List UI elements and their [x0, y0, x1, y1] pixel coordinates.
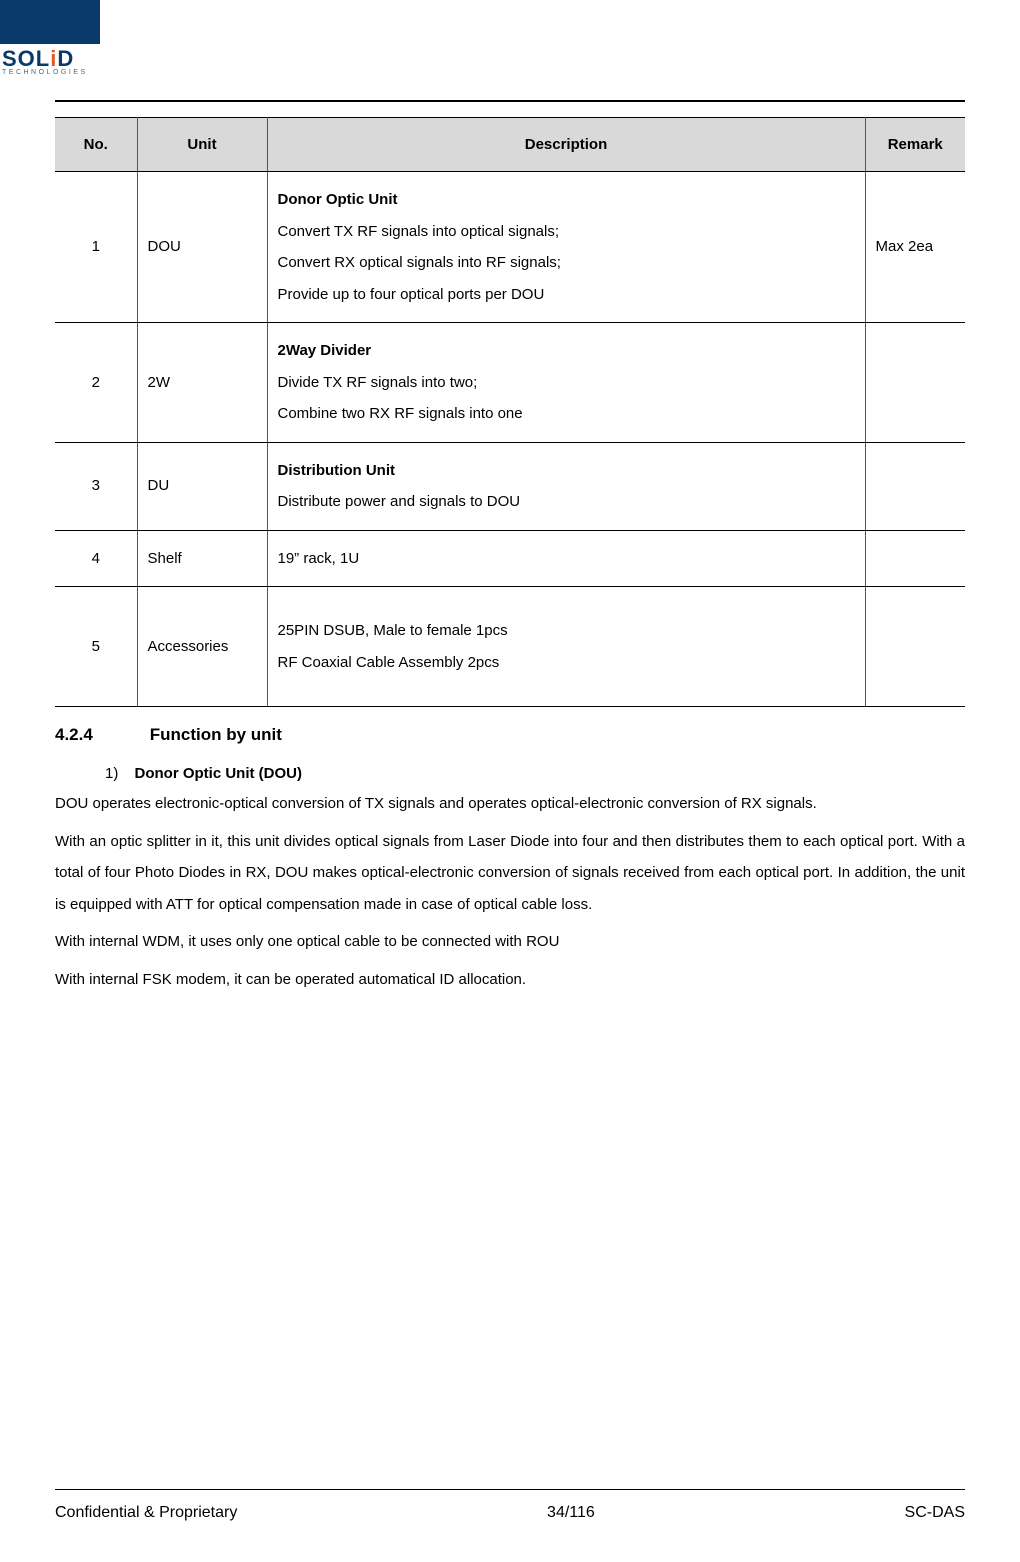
- table-row: 5Accessories25PIN DSUB, Male to female 1…: [55, 587, 965, 707]
- cell-description: Donor Optic UnitConvert TX RF signals in…: [267, 172, 865, 323]
- cell-remark: [865, 323, 965, 443]
- table-row: 4Shelf19” rack, 1U: [55, 530, 965, 587]
- footer-center: 34/116: [547, 1504, 595, 1522]
- col-header-no: No.: [55, 118, 137, 172]
- footer-rule: [55, 1489, 965, 1490]
- cell-description: Distribution UnitDistribute power and si…: [267, 442, 865, 530]
- cell-description: 2Way DividerDivide TX RF signals into tw…: [267, 323, 865, 443]
- cell-unit: Shelf: [137, 530, 267, 587]
- subitem-label: Donor Optic Unit (DOU): [135, 765, 302, 782]
- section-number: 4.2.4: [55, 725, 145, 745]
- cell-description: 19” rack, 1U: [267, 530, 865, 587]
- col-header-remark: Remark: [865, 118, 965, 172]
- cell-description: 25PIN DSUB, Male to female 1pcsRF Coaxia…: [267, 587, 865, 707]
- cell-no: 2: [55, 323, 137, 443]
- paragraph-2: With an optic splitter in it, this unit …: [55, 826, 965, 921]
- page-footer: Confidential & Proprietary 34/116 SC-DAS: [55, 1504, 965, 1522]
- cell-unit: DU: [137, 442, 267, 530]
- paragraph-4: With internal FSK modem, it can be opera…: [55, 964, 965, 996]
- col-header-unit: Unit: [137, 118, 267, 172]
- cell-no: 3: [55, 442, 137, 530]
- cell-unit: DOU: [137, 172, 267, 323]
- table-row: 1DOUDonor Optic UnitConvert TX RF signal…: [55, 172, 965, 323]
- cell-remark: Max 2ea: [865, 172, 965, 323]
- subitem-marker: 1): [105, 765, 118, 782]
- cell-unit: 2W: [137, 323, 267, 443]
- section-heading: 4.2.4 Function by unit: [55, 725, 965, 745]
- cell-no: 1: [55, 172, 137, 323]
- logo-block: [0, 0, 100, 44]
- footer-right: SC-DAS: [905, 1504, 965, 1522]
- cell-no: 4: [55, 530, 137, 587]
- subitem-1: 1) Donor Optic Unit (DOU): [105, 765, 965, 782]
- cell-remark: [865, 442, 965, 530]
- cell-no: 5: [55, 587, 137, 707]
- cell-remark: [865, 587, 965, 707]
- footer-left: Confidential & Proprietary: [55, 1504, 237, 1522]
- paragraph-3: With internal WDM, it uses only one opti…: [55, 926, 965, 958]
- paragraph-1: DOU operates electronic-optical conversi…: [55, 788, 965, 820]
- header-rule: [55, 100, 965, 102]
- col-header-desc: Description: [267, 118, 865, 172]
- table-row: 3DUDistribution UnitDistribute power and…: [55, 442, 965, 530]
- section-title: Function by unit: [150, 725, 282, 744]
- logo-subtext: TECHNOLOGIES: [0, 69, 100, 76]
- table-row: 22W2Way DividerDivide TX RF signals into…: [55, 323, 965, 443]
- table-header-row: No. Unit Description Remark: [55, 118, 965, 172]
- units-table: No. Unit Description Remark 1DOUDonor Op…: [55, 117, 965, 707]
- brand-logo: SOLiD TECHNOLOGIES: [0, 0, 100, 76]
- cell-remark: [865, 530, 965, 587]
- cell-unit: Accessories: [137, 587, 267, 707]
